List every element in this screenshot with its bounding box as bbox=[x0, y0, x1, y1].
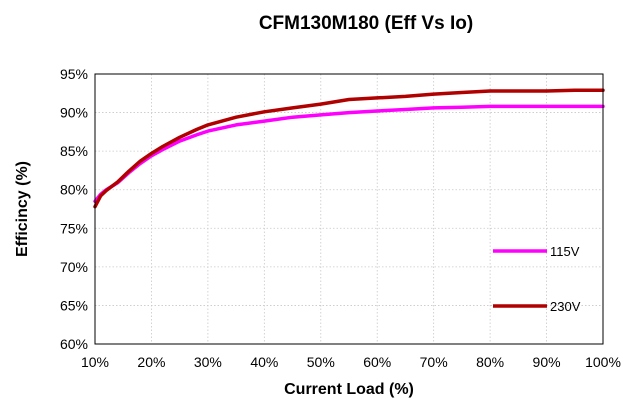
chart-title: CFM130M180 (Eff Vs Io) bbox=[259, 13, 473, 34]
x-axis-label: Current Load (%) bbox=[284, 381, 414, 398]
x-tick-label: 100% bbox=[585, 354, 621, 370]
x-tick-labels: 10% 20% 30% 40% 50% 60% 70% 80% 90% 100% bbox=[81, 354, 621, 370]
plot-frame bbox=[94, 73, 604, 345]
x-tick-label: 30% bbox=[194, 354, 222, 370]
y-tick-label: 75% bbox=[60, 220, 88, 236]
x-tick-label: 40% bbox=[250, 354, 278, 370]
x-tick-label: 70% bbox=[420, 354, 448, 370]
x-tick-label: 10% bbox=[81, 354, 109, 370]
x-tick-label: 80% bbox=[476, 354, 504, 370]
gridlines bbox=[95, 74, 603, 344]
y-tick-label: 65% bbox=[60, 297, 88, 313]
x-tick-label: 90% bbox=[533, 354, 561, 370]
x-tick-label: 60% bbox=[363, 354, 391, 370]
series-lines bbox=[93, 88, 605, 209]
y-axis-label: Efficincy (%) bbox=[14, 161, 31, 257]
legend-label-115V: 115V bbox=[550, 244, 580, 259]
y-tick-label: 85% bbox=[60, 143, 88, 159]
y-tick-label: 60% bbox=[60, 336, 88, 352]
y-tick-label: 95% bbox=[60, 66, 88, 82]
y-tick-label: 70% bbox=[60, 259, 88, 275]
series-line-115V bbox=[93, 104, 605, 204]
y-tick-label: 90% bbox=[60, 105, 88, 121]
x-tick-label: 50% bbox=[307, 354, 335, 370]
y-tick-labels: 60% 65% 70% 75% 80% 85% 90% 95% bbox=[60, 66, 88, 352]
legend: 115V 230V bbox=[493, 244, 581, 314]
legend-label-230V: 230V bbox=[550, 299, 581, 314]
x-tick-label: 20% bbox=[137, 354, 165, 370]
series-line-230V bbox=[93, 88, 605, 209]
y-tick-label: 80% bbox=[60, 182, 88, 198]
